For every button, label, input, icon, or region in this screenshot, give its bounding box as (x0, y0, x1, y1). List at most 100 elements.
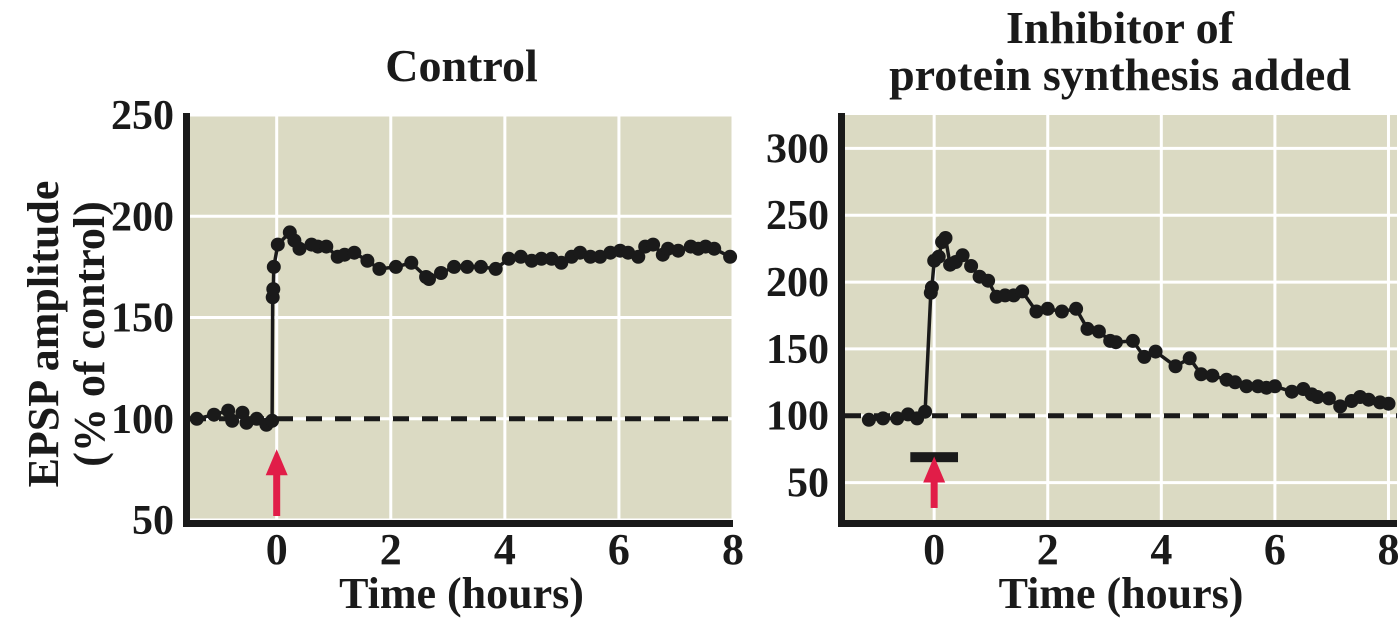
data-point (1125, 333, 1140, 348)
data-point (1239, 379, 1254, 394)
x-axis-label-control: Time (hours) (339, 569, 584, 618)
chart-title-inhibitor: Inhibitor of protein synthesis added (820, 4, 1400, 98)
data-point (372, 261, 387, 276)
data-point (513, 249, 528, 264)
data-point (1381, 396, 1396, 411)
data-point (360, 253, 375, 268)
data-point (1148, 344, 1163, 359)
data-point (1310, 390, 1325, 404)
data-point (1168, 359, 1183, 374)
chart-title-control: Control (385, 40, 538, 91)
y-tick-label: 100 (766, 394, 829, 440)
data-point (270, 237, 285, 252)
data-point (319, 239, 334, 254)
data-point (646, 237, 661, 252)
x-tick-label: 2 (1037, 525, 1059, 574)
inhibitor-chart: 50 100 150 200 250 300 0 2 4 6 8 (766, 113, 1399, 574)
data-point (347, 245, 362, 260)
stimulus-arrow-head (265, 449, 288, 476)
data-point (1228, 375, 1243, 390)
y-tick-label: 250 (766, 193, 829, 239)
data-point (1205, 368, 1220, 383)
data-point (1015, 284, 1030, 299)
data-point (861, 412, 876, 427)
data-point (292, 241, 307, 256)
data-point (1040, 301, 1055, 316)
data-point (422, 272, 436, 286)
data-point (1069, 301, 1084, 316)
data-point (473, 259, 488, 274)
y-tick-label: 50 (132, 498, 174, 544)
control-chart: 50 100 150 200 250 0 2 4 6 8 (111, 93, 744, 574)
y-tick-label: 250 (111, 93, 174, 139)
y-tick-label: 300 (766, 126, 829, 172)
data-point (918, 404, 933, 419)
data-point (955, 248, 970, 263)
data-point (447, 259, 462, 274)
data-point (1284, 384, 1299, 399)
data-point (890, 411, 905, 426)
y-tick-label: 100 (111, 397, 174, 443)
data-point (583, 249, 598, 264)
x-axis-spine (183, 520, 733, 527)
data-point (207, 407, 221, 422)
y-axis-label-line1: EPSP amplitude (19, 180, 68, 488)
y-axis-label-line2: (% of control) (65, 201, 114, 467)
data-point (707, 241, 722, 256)
data-point (1267, 379, 1282, 394)
data-point (1361, 392, 1376, 407)
data-point (1029, 304, 1044, 319)
x-axis-spine (838, 520, 1397, 527)
data-point (404, 255, 419, 270)
x-tick-label: 2 (380, 525, 402, 574)
y-tick-label: 200 (111, 194, 174, 240)
data-point (1182, 351, 1197, 366)
chart-title-inhibitor-line1: Inhibitor of (1006, 2, 1234, 53)
data-point (1108, 335, 1123, 350)
y-axis-label: EPSP amplitude (% of control) (19, 124, 114, 544)
x-tick-label: 6 (1264, 525, 1286, 574)
stimulus-arrow-head (923, 456, 946, 483)
data-point (266, 282, 281, 297)
data-point (534, 251, 549, 266)
x-tick-label: 6 (608, 525, 630, 574)
y-axis-spine (183, 113, 190, 527)
data-point (1054, 304, 1069, 319)
data-point (189, 411, 204, 426)
data-point (460, 259, 475, 274)
x-tick-label: 4 (1150, 525, 1172, 574)
data-point (671, 243, 686, 258)
x-tick-label: 8 (1377, 525, 1399, 574)
data-point (1091, 324, 1106, 339)
data-point (1333, 399, 1348, 414)
y-tick-label: 150 (111, 296, 174, 342)
data-point (1194, 367, 1209, 382)
data-point (1080, 321, 1095, 336)
data-point (1137, 349, 1152, 364)
data-point (924, 280, 939, 295)
data-point (434, 266, 448, 280)
data-point (1321, 391, 1336, 406)
data-point (266, 259, 281, 274)
x-tick-label: 8 (722, 525, 744, 574)
y-axis-spine (838, 113, 845, 527)
y-tick-label: 150 (766, 327, 829, 373)
x-axis-label-inhibitor: Time (hours) (998, 569, 1244, 618)
data-point (501, 251, 516, 266)
data-point (931, 249, 946, 264)
data-point (225, 413, 240, 428)
data-point (388, 259, 403, 274)
data-point (488, 261, 503, 276)
x-tick-label: 0 (266, 525, 288, 574)
data-point (723, 249, 738, 264)
x-tick-label: 4 (494, 525, 516, 574)
data-point (554, 255, 569, 270)
data-point (876, 411, 890, 426)
x-tick-label: 0 (923, 525, 945, 574)
data-point (981, 273, 996, 288)
chart-title-inhibitor-line2: protein synthesis added (889, 49, 1351, 100)
data-point (938, 231, 953, 245)
data-point (265, 413, 280, 428)
